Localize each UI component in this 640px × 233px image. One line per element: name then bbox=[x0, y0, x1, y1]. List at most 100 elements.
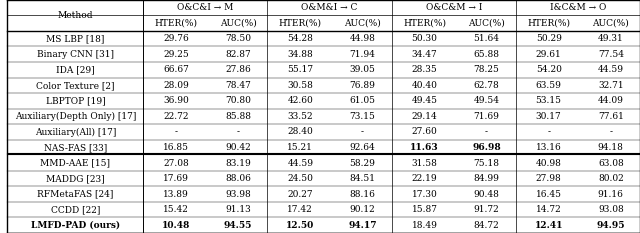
Text: 91.16: 91.16 bbox=[598, 190, 624, 199]
Text: 17.42: 17.42 bbox=[287, 205, 313, 214]
Text: 39.05: 39.05 bbox=[349, 65, 375, 74]
Text: 44.59: 44.59 bbox=[598, 65, 624, 74]
Text: 84.72: 84.72 bbox=[474, 221, 499, 230]
Text: 76.89: 76.89 bbox=[349, 81, 375, 90]
Text: 50.30: 50.30 bbox=[412, 34, 437, 43]
Text: 22.72: 22.72 bbox=[163, 112, 189, 121]
Text: 93.98: 93.98 bbox=[225, 190, 251, 199]
Text: O&C&M → I: O&C&M → I bbox=[426, 3, 482, 12]
Text: -: - bbox=[175, 127, 177, 137]
Text: 66.67: 66.67 bbox=[163, 65, 189, 74]
Text: NAS-FAS [33]: NAS-FAS [33] bbox=[44, 143, 107, 152]
Text: -: - bbox=[609, 127, 612, 137]
Text: 55.17: 55.17 bbox=[287, 65, 314, 74]
Text: 29.14: 29.14 bbox=[412, 112, 437, 121]
Text: 28.35: 28.35 bbox=[412, 65, 437, 74]
Text: 83.19: 83.19 bbox=[225, 158, 251, 168]
Text: HTER(%): HTER(%) bbox=[155, 18, 198, 27]
Text: 65.88: 65.88 bbox=[474, 50, 500, 59]
Text: 22.19: 22.19 bbox=[412, 174, 437, 183]
Text: 63.08: 63.08 bbox=[598, 158, 623, 168]
Text: 62.78: 62.78 bbox=[474, 81, 499, 90]
Text: 91.72: 91.72 bbox=[474, 205, 499, 214]
Text: 12.50: 12.50 bbox=[286, 221, 314, 230]
Text: 75.18: 75.18 bbox=[474, 158, 500, 168]
Text: 58.29: 58.29 bbox=[349, 158, 375, 168]
Text: 18.49: 18.49 bbox=[412, 221, 437, 230]
Text: 14.72: 14.72 bbox=[536, 205, 561, 214]
Text: HTER(%): HTER(%) bbox=[527, 18, 570, 27]
Text: I&C&M → O: I&C&M → O bbox=[550, 3, 606, 12]
Text: Binary CNN [31]: Binary CNN [31] bbox=[37, 50, 114, 59]
Text: 91.13: 91.13 bbox=[225, 205, 251, 214]
Text: -: - bbox=[547, 127, 550, 137]
Text: LMFD-PAD (ours): LMFD-PAD (ours) bbox=[31, 221, 120, 230]
Text: 94.95: 94.95 bbox=[596, 221, 625, 230]
Text: 44.98: 44.98 bbox=[349, 34, 375, 43]
Text: 34.88: 34.88 bbox=[287, 50, 313, 59]
Text: 94.17: 94.17 bbox=[348, 221, 376, 230]
Text: -: - bbox=[485, 127, 488, 137]
Text: 93.08: 93.08 bbox=[598, 205, 623, 214]
Text: 17.69: 17.69 bbox=[163, 174, 189, 183]
Text: 29.25: 29.25 bbox=[163, 50, 189, 59]
Text: 96.98: 96.98 bbox=[472, 143, 501, 152]
Text: 24.50: 24.50 bbox=[287, 174, 313, 183]
Text: RFMetaFAS [24]: RFMetaFAS [24] bbox=[37, 190, 113, 199]
Text: Auxiliary(All) [17]: Auxiliary(All) [17] bbox=[35, 127, 116, 137]
Text: 73.15: 73.15 bbox=[349, 112, 375, 121]
Text: 53.15: 53.15 bbox=[536, 96, 562, 105]
Text: 50.29: 50.29 bbox=[536, 34, 561, 43]
Text: MADDG [23]: MADDG [23] bbox=[46, 174, 105, 183]
Text: 28.40: 28.40 bbox=[287, 127, 313, 137]
Text: 27.86: 27.86 bbox=[225, 65, 251, 74]
Text: 90.42: 90.42 bbox=[225, 143, 251, 152]
Text: 36.90: 36.90 bbox=[163, 96, 189, 105]
Text: 70.80: 70.80 bbox=[225, 96, 251, 105]
Text: AUC(%): AUC(%) bbox=[468, 18, 505, 27]
Text: 10.48: 10.48 bbox=[162, 221, 190, 230]
Text: 78.50: 78.50 bbox=[225, 34, 251, 43]
Text: 12.41: 12.41 bbox=[534, 221, 563, 230]
Text: 27.60: 27.60 bbox=[412, 127, 437, 137]
Text: 84.99: 84.99 bbox=[474, 174, 499, 183]
Text: 82.87: 82.87 bbox=[225, 50, 251, 59]
Text: 40.98: 40.98 bbox=[536, 158, 561, 168]
Text: 30.58: 30.58 bbox=[287, 81, 313, 90]
Text: 90.12: 90.12 bbox=[349, 205, 375, 214]
Text: CCDD [22]: CCDD [22] bbox=[51, 205, 100, 214]
Text: 54.20: 54.20 bbox=[536, 65, 561, 74]
Text: 54.28: 54.28 bbox=[287, 34, 313, 43]
Text: IDA [29]: IDA [29] bbox=[56, 65, 95, 74]
Text: AUC(%): AUC(%) bbox=[593, 18, 629, 27]
Text: 28.09: 28.09 bbox=[163, 81, 189, 90]
Text: 44.09: 44.09 bbox=[598, 96, 624, 105]
Text: 33.52: 33.52 bbox=[287, 112, 313, 121]
Text: 63.59: 63.59 bbox=[536, 81, 561, 90]
Text: 15.42: 15.42 bbox=[163, 205, 189, 214]
Text: 77.54: 77.54 bbox=[598, 50, 624, 59]
Text: Method: Method bbox=[58, 11, 93, 20]
Text: 49.45: 49.45 bbox=[412, 96, 438, 105]
Text: 92.64: 92.64 bbox=[349, 143, 375, 152]
Text: 94.18: 94.18 bbox=[598, 143, 624, 152]
Text: 34.47: 34.47 bbox=[412, 50, 437, 59]
Text: 88.06: 88.06 bbox=[225, 174, 251, 183]
Text: 44.59: 44.59 bbox=[287, 158, 313, 168]
Text: 51.64: 51.64 bbox=[474, 34, 500, 43]
Text: 29.76: 29.76 bbox=[163, 34, 189, 43]
Text: 15.21: 15.21 bbox=[287, 143, 313, 152]
Text: 32.71: 32.71 bbox=[598, 81, 623, 90]
Text: 15.87: 15.87 bbox=[412, 205, 438, 214]
Text: 85.88: 85.88 bbox=[225, 112, 251, 121]
Text: 20.27: 20.27 bbox=[287, 190, 313, 199]
Text: 16.45: 16.45 bbox=[536, 190, 562, 199]
Text: 30.17: 30.17 bbox=[536, 112, 561, 121]
Text: 17.30: 17.30 bbox=[412, 190, 437, 199]
Text: -: - bbox=[361, 127, 364, 137]
Text: 78.47: 78.47 bbox=[225, 81, 251, 90]
Text: HTER(%): HTER(%) bbox=[403, 18, 446, 27]
Text: 80.02: 80.02 bbox=[598, 174, 623, 183]
Text: MMD-AAE [15]: MMD-AAE [15] bbox=[40, 158, 110, 168]
Text: 77.61: 77.61 bbox=[598, 112, 624, 121]
